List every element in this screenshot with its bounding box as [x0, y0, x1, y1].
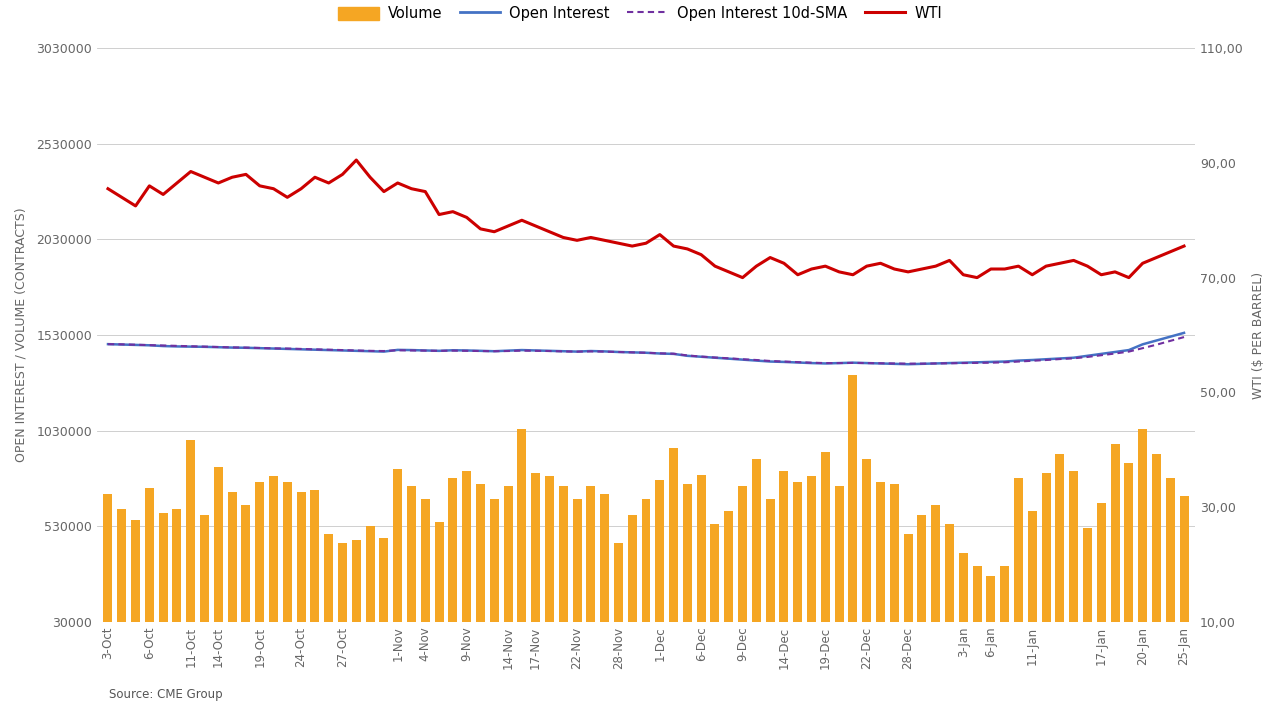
Bar	[448, 479, 457, 627]
Bar	[863, 459, 872, 627]
Bar	[918, 515, 927, 627]
Bar	[904, 534, 913, 627]
Bar	[655, 480, 664, 627]
Bar	[751, 459, 760, 627]
Bar	[641, 499, 650, 627]
Bar	[173, 509, 182, 627]
Bar	[932, 505, 941, 627]
Bar	[1166, 479, 1175, 627]
Bar	[531, 472, 540, 627]
Bar	[393, 469, 402, 627]
Bar	[1083, 528, 1092, 627]
Bar	[352, 539, 361, 627]
Bar	[104, 493, 113, 627]
Bar	[1138, 429, 1147, 627]
Bar	[559, 486, 568, 627]
Bar	[366, 526, 375, 627]
Bar	[890, 484, 899, 627]
Bar	[1180, 496, 1189, 627]
Bar	[627, 515, 636, 627]
Bar	[959, 553, 968, 627]
Bar	[476, 484, 485, 627]
Bar	[1028, 511, 1037, 627]
Bar	[987, 576, 996, 627]
Bar	[572, 499, 581, 627]
Bar	[1111, 444, 1120, 627]
Legend: Volume, Open Interest, Open Interest 10d-SMA, WTI: Volume, Open Interest, Open Interest 10d…	[333, 0, 947, 27]
Bar	[1124, 463, 1133, 627]
Bar	[808, 477, 817, 627]
Bar	[407, 486, 416, 627]
Bar	[1014, 479, 1023, 627]
Bar	[145, 488, 154, 627]
Bar	[435, 522, 444, 627]
Bar	[614, 544, 623, 627]
Bar	[462, 471, 471, 627]
Bar	[945, 525, 954, 627]
Bar	[696, 474, 705, 627]
Bar	[973, 566, 982, 627]
Bar	[1069, 471, 1078, 627]
Bar	[765, 499, 774, 627]
Bar	[421, 499, 430, 627]
Bar	[1152, 453, 1161, 627]
Y-axis label: OPEN INTEREST / VOLUME (CONTRACTS): OPEN INTEREST / VOLUME (CONTRACTS)	[15, 208, 28, 462]
Bar	[242, 505, 251, 627]
Y-axis label: WTI ($ PER BARREL): WTI ($ PER BARREL)	[1252, 271, 1265, 398]
Bar	[849, 375, 858, 627]
Bar	[586, 486, 595, 627]
Bar	[1000, 566, 1009, 627]
Bar	[283, 482, 292, 627]
Bar	[338, 544, 347, 627]
Bar	[159, 513, 168, 627]
Bar	[228, 491, 237, 627]
Bar	[1042, 472, 1051, 627]
Bar	[684, 484, 692, 627]
Bar	[324, 534, 333, 627]
Bar	[517, 429, 526, 627]
Bar	[1097, 503, 1106, 627]
Bar	[1056, 453, 1065, 627]
Bar	[503, 486, 512, 627]
Bar	[118, 509, 127, 627]
Bar	[794, 482, 803, 627]
Bar	[214, 467, 223, 627]
Bar	[187, 440, 196, 627]
Bar	[545, 477, 554, 627]
Bar	[255, 482, 264, 627]
Bar	[200, 515, 209, 627]
Bar	[710, 525, 719, 627]
Bar	[780, 471, 788, 627]
Bar	[876, 482, 884, 627]
Bar	[600, 493, 609, 627]
Bar	[297, 491, 306, 627]
Bar	[269, 477, 278, 627]
Bar	[724, 511, 733, 627]
Bar	[835, 486, 844, 627]
Text: Source: CME Group: Source: CME Group	[109, 688, 223, 701]
Bar	[490, 499, 499, 627]
Bar	[820, 452, 829, 627]
Bar	[311, 490, 320, 627]
Bar	[379, 538, 388, 627]
Bar	[669, 448, 678, 627]
Bar	[131, 520, 140, 627]
Bar	[739, 486, 748, 627]
